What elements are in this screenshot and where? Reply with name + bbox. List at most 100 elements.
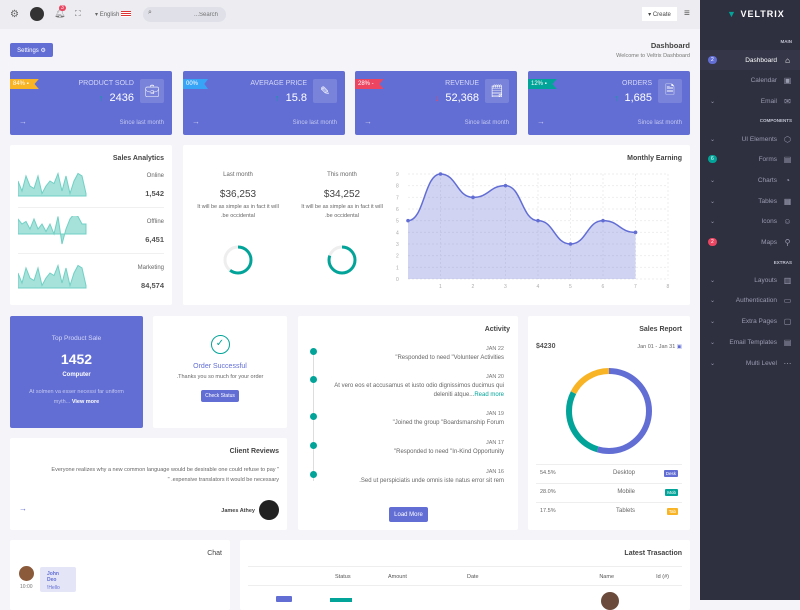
sidebar-badge: 2 (708, 238, 717, 246)
sidebar-item-label: Email Templates (729, 338, 777, 346)
donut-slice-tablets (566, 368, 652, 454)
sidebar-badge: 6 (708, 155, 717, 163)
x-tick-label: 3 (504, 284, 507, 290)
activity-date: JAN 19 (485, 411, 504, 417)
sidebar-item-multi-level[interactable]: ⌄ Multi Level ⋯ (700, 353, 800, 373)
stat-since: Since last month (292, 120, 337, 126)
arrow-right-icon[interactable]: → (192, 117, 200, 126)
smile-icon: ☺ (783, 216, 792, 226)
order-text: .Thanks you so much for your order (176, 374, 264, 380)
sales-report-card: Sales Report $4230 Jan 01 - Jan 31 ▣ 54.… (528, 316, 690, 530)
sidebar-item-tables[interactable]: ⌄ Tables ▦ (700, 191, 800, 211)
sales-tag: Tab (666, 508, 678, 515)
sidebar-item-email[interactable]: ⌄ Email ✉ (700, 91, 800, 111)
y-tick-label: 9 (396, 172, 399, 178)
sidebar-item-label: Forms (758, 155, 777, 163)
card-title: Sales Report (639, 326, 682, 333)
arrow-right-icon[interactable]: → (19, 117, 27, 126)
stat-ribbon: 00% (183, 79, 209, 89)
read-more-link[interactable]: Read more (474, 392, 504, 398)
row-checkbox[interactable] (276, 596, 292, 602)
row-avatar (601, 592, 619, 610)
timeline-dot (310, 376, 317, 383)
search-icon: ⌕ (148, 9, 152, 16)
load-more-button[interactable]: Load More (389, 507, 428, 522)
timeline-dot (310, 471, 317, 478)
sidebar-item-ui-elements[interactable]: ⌄ UI Elements ⬡ (700, 129, 800, 149)
sidebar-item-email-templates[interactable]: ⌄ Email Templates ▤ (700, 332, 800, 352)
order-success-card: ✓ Order Successful .Thanks you so much f… (153, 316, 287, 428)
sidebar-item-extra-pages[interactable]: ⌄ Extra Pages ▢ (700, 311, 800, 331)
activity-line2: deleniti atque...Read more (324, 392, 504, 398)
sparkline-area (18, 216, 87, 245)
sparkline-area (18, 171, 87, 197)
calendar-icon: ▣ (783, 75, 792, 85)
calendar-icon[interactable]: ▣ (676, 344, 682, 350)
language-selector[interactable]: ▾ English (95, 11, 132, 18)
sales-pct: 17.5% (540, 508, 556, 514)
view-more-link[interactable]: View more (71, 399, 100, 405)
earning-point (601, 218, 605, 223)
sidebar-item-forms[interactable]: 6 Forms ▤ (700, 149, 800, 169)
month-progress-ring (223, 245, 253, 275)
chevron-down-icon: ⌄ (710, 360, 716, 367)
chevron-down-icon: ⌄ (710, 339, 716, 346)
x-tick-label: 1 (439, 284, 442, 290)
arrow-right-icon[interactable]: → (537, 117, 545, 126)
timeline-dot (310, 413, 317, 420)
card-title: Chat (207, 550, 222, 557)
create-button[interactable]: ▾ Create (642, 7, 677, 21)
check-circle-icon: ✓ (210, 335, 230, 354)
activity-item: JAN 20 At vero eos et accusamus et iusto … (324, 374, 504, 398)
stat-card-revenue: 28% - REVENUE ↓ 52,368 🗒︎ Since last month → (355, 71, 517, 135)
month-value: $34,252 (323, 189, 361, 200)
activity-text: .Sed ut perspiciatis unde omnis iste nat… (359, 478, 504, 484)
fullscreen-icon[interactable]: ⛶ (75, 9, 81, 18)
search-input[interactable] (143, 7, 226, 22)
month-text2: .be occidental (325, 213, 359, 219)
arrow-right-icon[interactable]: → (364, 117, 372, 126)
activity-date: JAN 17 (485, 440, 504, 446)
card-title: Activity (484, 326, 510, 333)
analytics-value: 1,542 (145, 189, 164, 198)
bell-icon[interactable]: 🔔︎ (54, 8, 66, 18)
sidebar-item-calendar[interactable]: Calendar ▣ (700, 70, 800, 90)
sparkline-offline (18, 216, 87, 245)
stat-value-wrap: ↑ 15.8 (275, 92, 307, 104)
analytics-value: 6,451 (145, 235, 164, 244)
home-icon: ⌂ (785, 55, 790, 65)
chat-message: !Hello (47, 585, 60, 591)
month-text: It will be as simple as in fact it will (197, 204, 279, 210)
stat-label: ORDERS (622, 80, 652, 87)
ring-fill (327, 245, 357, 275)
y-tick-label: 0 (396, 277, 399, 283)
settings-button[interactable]: Settings ⚙ (10, 43, 53, 57)
logo[interactable]: ▼ VELTRIX (727, 9, 785, 19)
sidebar-item-maps[interactable]: 2 Maps ⚲ (700, 232, 800, 252)
top-product-name: Computer (62, 372, 91, 378)
create-label: Create (652, 11, 671, 18)
month-label: This month (327, 172, 357, 178)
menu-icon[interactable]: ≡ (684, 8, 690, 19)
sidebar-item-icons[interactable]: ⌄ Icons ☺ (700, 211, 800, 231)
sidebar-item-label: Authentication (735, 296, 777, 304)
sidebar-item-authentication[interactable]: ⌄ Authentication ▭ (700, 290, 800, 310)
analytics-label: Online (146, 173, 164, 179)
col-amount: Amount (388, 574, 407, 580)
check-status-button[interactable]: Check Status (201, 390, 239, 402)
stat-value-wrap: ↑ 2436 (99, 92, 134, 104)
sidebar-item-layouts[interactable]: ⌄ Layouts ▥ (700, 270, 800, 290)
avatar[interactable] (30, 7, 44, 21)
settings-gear-icon[interactable]: ⚙ (10, 9, 19, 20)
sidebar-item-label: Icons (761, 217, 777, 225)
activity-item: JAN 22 "Responded to need "Volunteer Acti… (324, 346, 504, 361)
y-tick-label: 2 (396, 254, 399, 260)
sparkline-online (18, 171, 87, 197)
arrow-up-icon: ↑ (275, 93, 280, 103)
review-author: James Athey (221, 508, 255, 514)
stat-ribbon: 28% - (355, 79, 384, 89)
arrow-right-icon[interactable]: → (19, 504, 27, 513)
sales-label: Tablets (615, 508, 635, 514)
sidebar-item-dashboard[interactable]: 2 Dashboard ⌂ (700, 50, 800, 70)
sidebar-item-charts[interactable]: ⌄ Charts ◔ (700, 170, 800, 190)
